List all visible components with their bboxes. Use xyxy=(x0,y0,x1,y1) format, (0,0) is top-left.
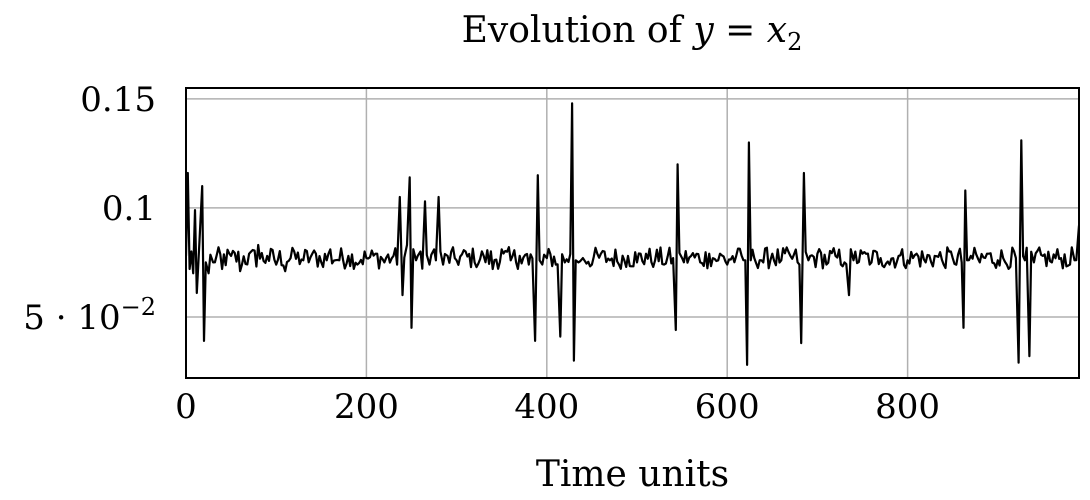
y-tick-labels: 5 · 10−2 0.1 0.15 xyxy=(23,80,156,338)
x-axis-label: Time units xyxy=(536,454,729,495)
x-tick-label: 600 xyxy=(695,387,760,427)
grid xyxy=(185,88,1079,378)
chart-title-subscript: 2 xyxy=(787,28,802,56)
series-layer xyxy=(186,102,1079,366)
x-tick-label: 200 xyxy=(334,387,399,427)
x-tick-labels: 0 200 400 600 800 xyxy=(175,387,940,427)
x-tick-label: 800 xyxy=(875,387,940,427)
x-tick-label: 0 xyxy=(175,387,197,427)
y-tick-label: 0.15 xyxy=(80,80,156,120)
y-tick-label: 0.1 xyxy=(102,189,156,229)
chart-title: Evolution of y = x2 xyxy=(462,10,803,56)
y-tick-label: 5 · 10−2 xyxy=(23,293,156,338)
chart-title-prefix: Evolution of xyxy=(462,10,694,51)
series-line xyxy=(186,102,1079,366)
x-tick-label: 400 xyxy=(514,387,579,427)
chart-title-math: y = x xyxy=(691,10,787,51)
plot-frame xyxy=(185,87,1080,379)
